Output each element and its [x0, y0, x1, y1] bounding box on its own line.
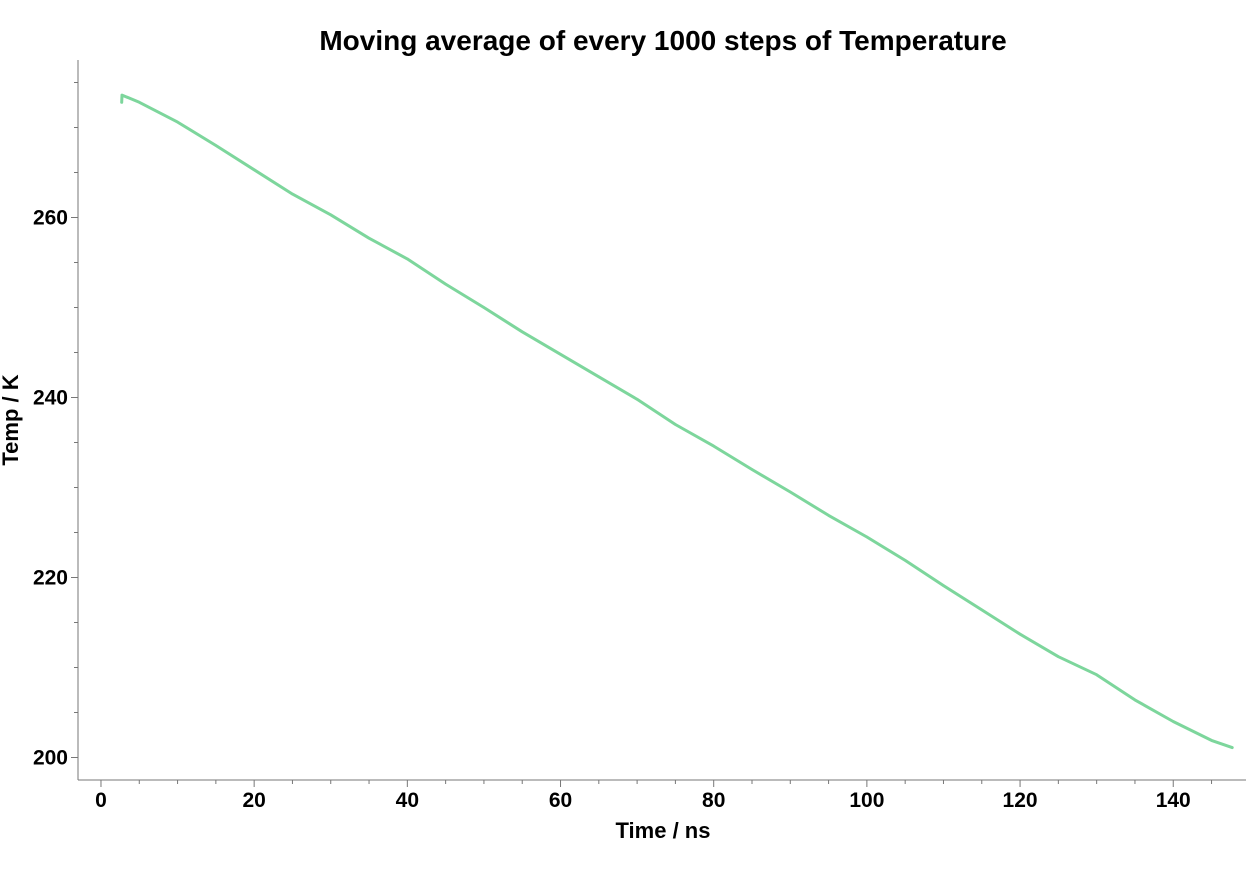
data-point — [176, 120, 179, 124]
data-point — [980, 608, 983, 612]
data-point — [367, 237, 371, 240]
data-point — [406, 257, 409, 261]
data-point — [1018, 633, 1022, 636]
data-point — [865, 535, 869, 539]
data-point — [712, 444, 715, 448]
data-point — [1095, 673, 1098, 676]
chart-title: Moving average of every 1000 steps of Te… — [319, 25, 1006, 56]
data-point — [214, 144, 218, 147]
data-point — [559, 353, 562, 356]
y-tick-label: 220 — [33, 567, 68, 590]
x-tick-label: 100 — [849, 789, 884, 812]
data-point — [444, 282, 447, 286]
data-point — [329, 213, 332, 216]
x-tick-label: 0 — [95, 789, 107, 812]
x-tick-label: 140 — [1156, 789, 1191, 812]
data-point — [138, 101, 141, 104]
data-point — [1210, 739, 1213, 742]
data-point — [521, 330, 524, 333]
series-line-temperature — [120, 93, 1234, 750]
data-point — [1172, 720, 1175, 723]
y-tick-label: 240 — [33, 387, 68, 410]
axes: 0 20 40 60 80 100 120 140 200 220 240 260 — [33, 60, 1246, 812]
x-tick-label: 120 — [1003, 789, 1038, 812]
x-tick-label: 80 — [702, 789, 725, 812]
data-point — [674, 423, 677, 426]
y-tick-label: 260 — [33, 207, 68, 230]
data-point — [827, 514, 830, 517]
data-point — [789, 490, 792, 494]
data-point — [1231, 746, 1234, 749]
data-point — [635, 398, 639, 401]
data-point — [1057, 655, 1060, 658]
data-point — [482, 306, 486, 309]
plot-area — [120, 93, 1234, 750]
data-point — [903, 559, 907, 562]
x-tick-label: 20 — [242, 789, 265, 812]
data-point — [120, 101, 123, 104]
data-point — [120, 93, 124, 97]
data-point — [942, 584, 945, 587]
y-tick-label: 200 — [33, 747, 68, 770]
x-tick-label: 40 — [396, 789, 419, 812]
x-tick-label: 60 — [549, 789, 572, 812]
data-point — [597, 375, 601, 378]
y-axis-label: Temp / K — [0, 374, 23, 465]
x-axis-label: Time / ns — [616, 818, 711, 843]
data-point — [750, 468, 754, 471]
data-point — [252, 168, 256, 171]
data-point — [291, 192, 294, 196]
data-point — [1133, 698, 1137, 702]
